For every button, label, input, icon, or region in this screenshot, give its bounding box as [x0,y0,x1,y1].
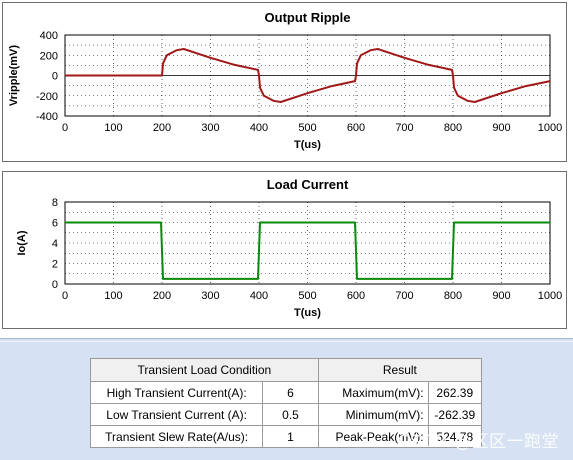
load-y-tick-label: 4 [52,238,58,250]
peak-peak-label: Peak-Peak(mV): [317,425,429,448]
ripple-x-tick-label: 600 [347,122,365,134]
minimum-label: Minimum(mV): [317,403,429,426]
transient-slew-rate-label: Transient Slew Rate(A/us): [89,425,264,448]
load-x-tick-label: 400 [250,290,268,302]
ripple-x-axis-label: T(us) [294,139,321,151]
maximum-value: 262.39 [427,381,483,404]
ripple-x-tick-label: 400 [250,122,268,134]
ripple-x-tick-label: 200 [153,122,171,134]
ripple-title: Output Ripple [265,10,351,25]
load-frame [64,201,551,285]
load-x-tick-label: 800 [444,290,462,302]
transient-slew-rate-value[interactable]: 1 [262,425,319,448]
ripple-y-tick-label: 400 [40,30,58,42]
ripple-y-tick-label: -400 [36,111,58,123]
load-y-tick-label: 0 [52,279,58,291]
load-current-plot: Load Current 0 100 200 300 400 500 600 700 800 900… [16,177,562,319]
ripple-y-tick-label: 0 [52,71,58,83]
load-series-line [65,221,550,280]
result-header: Result [317,358,483,382]
load-title: Load Current [267,177,349,192]
low-transient-current-value[interactable]: 0.5 [262,403,319,426]
load-x-axis-label: T(us) [294,307,321,319]
table-row: Transient Slew Rate(A/us): 1 Peak-Peak(m… [89,425,483,448]
minimum-value: -262.39 [427,403,483,426]
load-x-tick-label: 1000 [538,290,562,302]
ripple-x-tick-label: 900 [492,122,510,134]
table-row: Low Transient Current (A): 0.5 Minimum(m… [89,403,483,426]
results-table: Transient Load Condition Result High Tra… [89,358,483,448]
load-y-tick-label: 8 [52,197,58,209]
ripple-y-tick-label: 200 [40,50,58,62]
load-current-chart: Load Current 0 100 200 300 400 500 600 700 800 900… [2,171,567,329]
ripple-x-tick-label: 0 [62,122,68,134]
load-x-tick-label: 700 [395,290,413,302]
low-transient-current-label: Low Transient Current (A): [89,403,264,426]
load-x-tick-label: 100 [104,290,122,302]
high-transient-current-value[interactable]: 6 [262,381,319,404]
load-y-tick-label: 6 [52,218,58,230]
load-x-tick-label: 200 [153,290,171,302]
ripple-x-tick-label: 300 [201,122,219,134]
ripple-x-tick-label: 100 [104,122,122,134]
ripple-series-line [65,48,551,103]
load-y-tick-label: 2 [52,259,58,271]
ripple-x-tick-label: 1000 [538,122,562,134]
ripple-x-tick-label: 500 [298,122,316,134]
ripple-y-axis-label: Vripple(mV) [8,45,20,106]
load-x-tick-label: 600 [347,290,365,302]
ripple-y-tick-label: -200 [36,91,58,103]
load-x-tick-label: 500 [298,290,316,302]
results-area: Transient Load Condition Result High Tra… [0,338,573,460]
maximum-label: Maximum(mV): [317,381,429,404]
transient-load-condition-header: Transient Load Condition [90,358,319,382]
load-x-tick-label: 900 [492,290,510,302]
ripple-x-tick-label: 700 [395,122,413,134]
peak-peak-value: 524.78 [427,425,483,448]
output-ripple-plot: Output Ripple 0 100 200 300 400 500 600 700 800 90… [8,10,562,151]
watermark-text: CSDN @区区一跑堂 [397,432,559,452]
load-x-tick-label: 300 [201,290,219,302]
high-transient-current-label: High Transient Current(A): [89,381,264,404]
load-y-axis-label: Io(A) [16,230,28,255]
table-row: High Transient Current(A): 6 Maximum(mV)… [89,381,483,404]
load-x-tick-label: 0 [62,290,68,302]
ripple-x-tick-label: 800 [444,122,462,134]
output-ripple-chart: Output Ripple 0 100 200 300 400 500 600 700 800 90… [2,2,567,162]
